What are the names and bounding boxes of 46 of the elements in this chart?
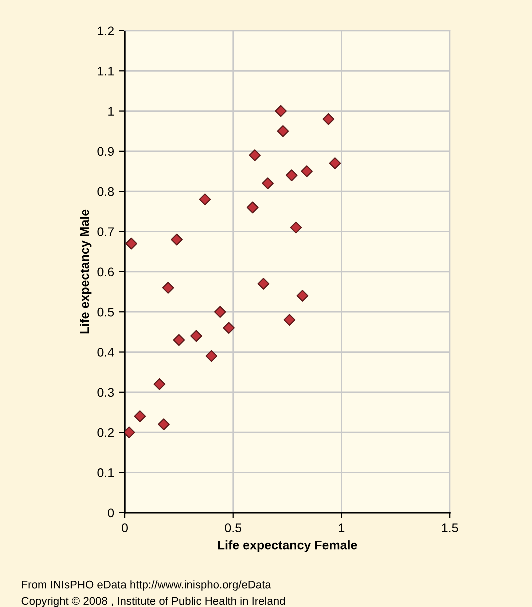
point	[262, 178, 274, 190]
point	[162, 282, 174, 294]
point	[199, 194, 212, 206]
point	[329, 158, 342, 170]
point	[286, 170, 298, 182]
x-axis-title: Life expectancy Female	[218, 540, 358, 552]
y-tick-label: 0.6	[98, 268, 114, 277]
y-tick-label: 0.2	[98, 428, 114, 438]
y-tick-label: 0.1	[98, 468, 114, 478]
y-tick-label: 0.8	[98, 187, 114, 196]
text: From INIsPHO eData http://www.inispho.org/eData	[22, 580, 272, 591]
y-tick-label: 1.1	[98, 67, 114, 76]
point	[275, 105, 287, 118]
point	[290, 222, 302, 234]
point	[154, 378, 166, 390]
y-tick-label: 0.5	[98, 308, 114, 317]
y-tick-label: 0.4	[98, 348, 114, 357]
point	[158, 418, 170, 430]
y-tick-label: 0.7	[98, 228, 114, 236]
point	[134, 410, 146, 422]
y-tick-label: 1	[108, 107, 114, 116]
point	[301, 166, 313, 178]
x-tick-label: 1.5	[442, 524, 458, 533]
x-tick-label: 1	[339, 524, 345, 532]
point	[277, 125, 290, 138]
point	[258, 278, 270, 290]
point	[173, 334, 186, 346]
point	[284, 314, 296, 326]
point	[246, 202, 259, 214]
point	[322, 113, 335, 126]
y-tick-label: 1.2	[98, 26, 114, 36]
x-tick-label: 0.5	[225, 524, 242, 533]
text: Copyright © 2008 , Institute of Public Health in Ireland	[22, 596, 286, 607]
point	[223, 322, 235, 334]
point	[126, 238, 138, 250]
point	[296, 290, 309, 302]
point	[206, 350, 218, 362]
x-tick-label: 0	[122, 524, 128, 533]
y-tick-label: 0.9	[98, 147, 114, 156]
y-tick-label: 0.3	[98, 388, 114, 398]
y-axis-title: Life expectancy Male	[80, 210, 92, 334]
point	[190, 330, 202, 342]
point	[214, 306, 226, 318]
y-tick-label: 0	[108, 508, 114, 518]
point	[249, 150, 261, 162]
point	[171, 234, 183, 246]
